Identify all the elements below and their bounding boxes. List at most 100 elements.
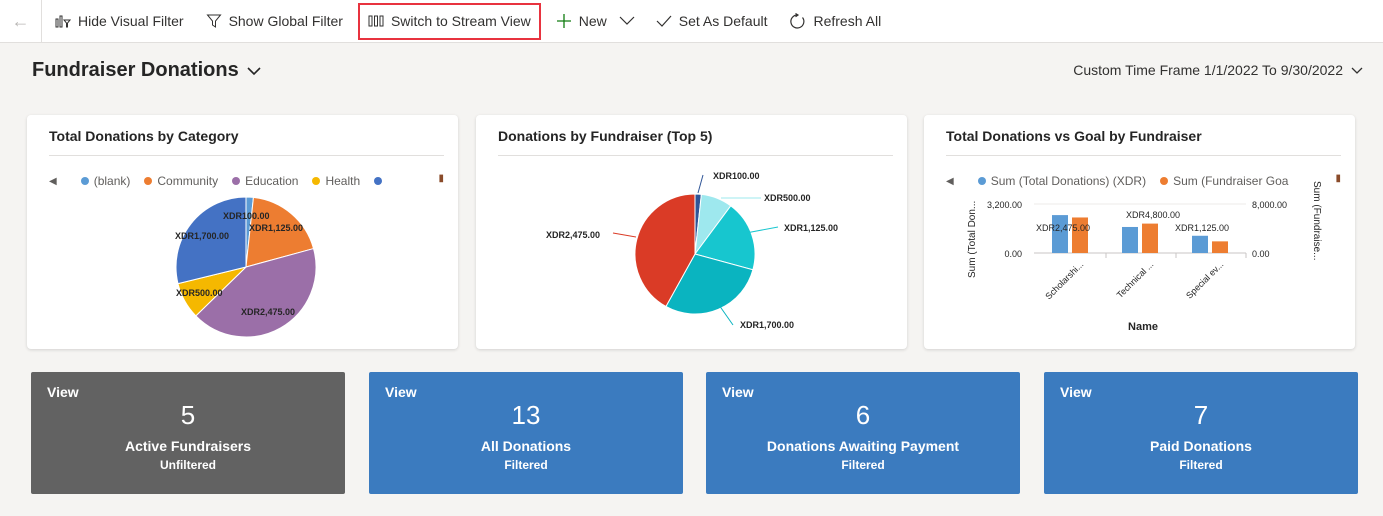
y-tick-right: 8,000.00 bbox=[1252, 200, 1287, 210]
legend-prev-icon[interactable]: ◀ bbox=[946, 175, 954, 187]
show-global-filter-button[interactable]: Show Global Filter bbox=[195, 0, 354, 43]
leader-line bbox=[697, 174, 704, 194]
tile-filter-status: Unfiltered bbox=[159, 458, 216, 472]
set-as-default-label: Set As Default bbox=[678, 13, 768, 29]
legend-label: Sum (Total Donations) (XDR) bbox=[990, 174, 1147, 188]
y-axis-title-left: Sum (Total Don... bbox=[967, 201, 978, 278]
page-title: Fundraiser Donations bbox=[32, 59, 239, 81]
pie-slice[interactable] bbox=[175, 196, 247, 285]
chart-legend: ◀ (blank) Community Education Health ▮ bbox=[49, 173, 444, 189]
filter-icon bbox=[205, 13, 222, 29]
tile-view-link[interactable]: View bbox=[722, 384, 754, 400]
set-as-default-button[interactable]: Set As Default bbox=[645, 0, 779, 43]
tile-donations-awaiting-payment[interactable]: View 6 Donations Awaiting Payment Filter… bbox=[706, 372, 1020, 494]
timeframe-selector[interactable]: Custom Time Frame 1/1/2022 To 9/30/2022 bbox=[1073, 62, 1363, 78]
pie-slice[interactable] bbox=[195, 247, 317, 338]
pie-slice[interactable] bbox=[634, 193, 696, 308]
chart-card-category: Total Donations by Category ◀ (blank) Co… bbox=[27, 115, 458, 349]
legend-prev-icon[interactable]: ◀ bbox=[49, 175, 57, 187]
x-tick-label: Special ev... bbox=[1184, 259, 1225, 300]
bar[interactable] bbox=[1052, 215, 1068, 253]
checkmark-icon bbox=[656, 14, 672, 28]
refresh-all-button[interactable]: Refresh All bbox=[778, 0, 892, 43]
hide-visual-filter-button[interactable]: Hide Visual Filter bbox=[44, 0, 195, 43]
new-button[interactable]: New bbox=[545, 0, 611, 43]
switch-stream-view-label: Switch to Stream View bbox=[390, 13, 531, 29]
bar[interactable] bbox=[1192, 235, 1208, 253]
switch-stream-view-button[interactable]: Switch to Stream View bbox=[357, 2, 541, 40]
tile-count: 6 bbox=[855, 400, 871, 430]
pie-slices bbox=[175, 196, 317, 338]
leader-lines bbox=[612, 174, 779, 326]
legend-item[interactable]: Education bbox=[232, 174, 298, 188]
tile-filter-status: Filtered bbox=[504, 458, 548, 472]
legend-dot bbox=[1160, 177, 1169, 185]
legend-label: Education bbox=[245, 174, 299, 188]
chevron-down-icon bbox=[619, 13, 635, 29]
bar-chart-goal: Sum (Total Don... Sum (Fundraise... 3,20… bbox=[967, 181, 1322, 333]
back-button[interactable]: ← bbox=[0, 0, 42, 43]
divider bbox=[49, 155, 444, 156]
dashboard-selector[interactable]: Fundraiser Donations bbox=[32, 59, 261, 82]
tile-paid-donations[interactable]: View 7 Paid Donations Filtered bbox=[1044, 372, 1358, 494]
bar[interactable] bbox=[1212, 241, 1228, 253]
show-global-filter-label: Show Global Filter bbox=[228, 13, 343, 29]
pie-chart-category: XDR100.00 XDR1,125.00 XDR2,475.00 XDR500… bbox=[175, 196, 317, 338]
bars bbox=[1052, 215, 1228, 253]
legend-dot bbox=[312, 177, 321, 185]
y-tick-left: 0.00 bbox=[1004, 249, 1022, 259]
bar[interactable] bbox=[1072, 217, 1088, 253]
plus-icon bbox=[556, 13, 572, 29]
data-label: XDR4,800.00 bbox=[1126, 210, 1180, 220]
tile-filter-status: Filtered bbox=[841, 458, 885, 472]
refresh-all-label: Refresh All bbox=[813, 13, 882, 29]
legend-item[interactable]: Community bbox=[144, 174, 218, 188]
bar[interactable] bbox=[1122, 226, 1138, 253]
chevron-down-icon bbox=[247, 59, 261, 82]
x-tick-label: Technical ... bbox=[1115, 259, 1156, 300]
data-label: XDR1,700.00 bbox=[740, 320, 794, 330]
legend-item[interactable] bbox=[374, 177, 387, 185]
timeframe-label: Custom Time Frame 1/1/2022 To 9/30/2022 bbox=[1073, 62, 1343, 78]
chart-card-fundraiser: Donations by Fundraiser (Top 5) XDR100.0… bbox=[476, 115, 907, 349]
pie-slice[interactable] bbox=[665, 253, 754, 315]
visual-filter-icon bbox=[55, 14, 71, 28]
legend-item[interactable]: Sum (Fundraiser Goa bbox=[1160, 174, 1288, 188]
tile-name: All Donations bbox=[480, 438, 572, 454]
tile-view-link[interactable]: View bbox=[1060, 384, 1092, 400]
grid-lines bbox=[1034, 203, 1247, 258]
new-dropdown-button[interactable] bbox=[611, 0, 645, 43]
legend-dot bbox=[374, 177, 383, 185]
legend-dot bbox=[232, 177, 241, 185]
stream-view-icon bbox=[368, 14, 384, 28]
tile-active-fundraisers[interactable]: View 5 Active Fundraisers Unfiltered bbox=[31, 372, 345, 494]
tile-all-donations[interactable]: View 13 All Donations Filtered bbox=[369, 372, 683, 494]
legend-item[interactable]: Health bbox=[312, 174, 360, 188]
data-label: XDR2,475.00 bbox=[1036, 223, 1090, 233]
data-label: XDR100.00 bbox=[223, 211, 270, 221]
legend-next-icon[interactable]: ▮ bbox=[438, 173, 444, 184]
divider bbox=[498, 155, 893, 156]
leader-line bbox=[718, 304, 734, 326]
legend-item[interactable]: (blank) bbox=[80, 174, 131, 188]
legend-dot bbox=[977, 177, 986, 185]
pie-slice[interactable] bbox=[245, 196, 315, 268]
refresh-icon bbox=[789, 12, 806, 30]
chevron-down-icon bbox=[1351, 62, 1363, 78]
pie-slice[interactable] bbox=[694, 205, 756, 271]
tile-count: 13 bbox=[511, 400, 541, 430]
legend-label: Health bbox=[325, 174, 361, 188]
legend-label: Sum (Fundraiser Goa bbox=[1173, 174, 1289, 188]
legend-next-icon[interactable]: ▮ bbox=[1335, 173, 1341, 184]
data-label: XDR500.00 bbox=[176, 288, 223, 298]
bar[interactable] bbox=[1142, 223, 1158, 253]
command-bar: ← Hide Visual Filter Show Global Filter … bbox=[0, 0, 1383, 43]
legend-label: (blank) bbox=[93, 174, 131, 188]
data-label: XDR1,125.00 bbox=[784, 223, 838, 233]
legend-item[interactable]: Sum (Total Donations) (XDR) bbox=[977, 174, 1147, 188]
data-label: XDR1,125.00 bbox=[1175, 223, 1229, 233]
chart-title: Total Donations by Category bbox=[49, 128, 239, 144]
tile-view-link[interactable]: View bbox=[47, 384, 79, 400]
leader-line bbox=[745, 226, 779, 234]
tile-view-link[interactable]: View bbox=[385, 384, 417, 400]
